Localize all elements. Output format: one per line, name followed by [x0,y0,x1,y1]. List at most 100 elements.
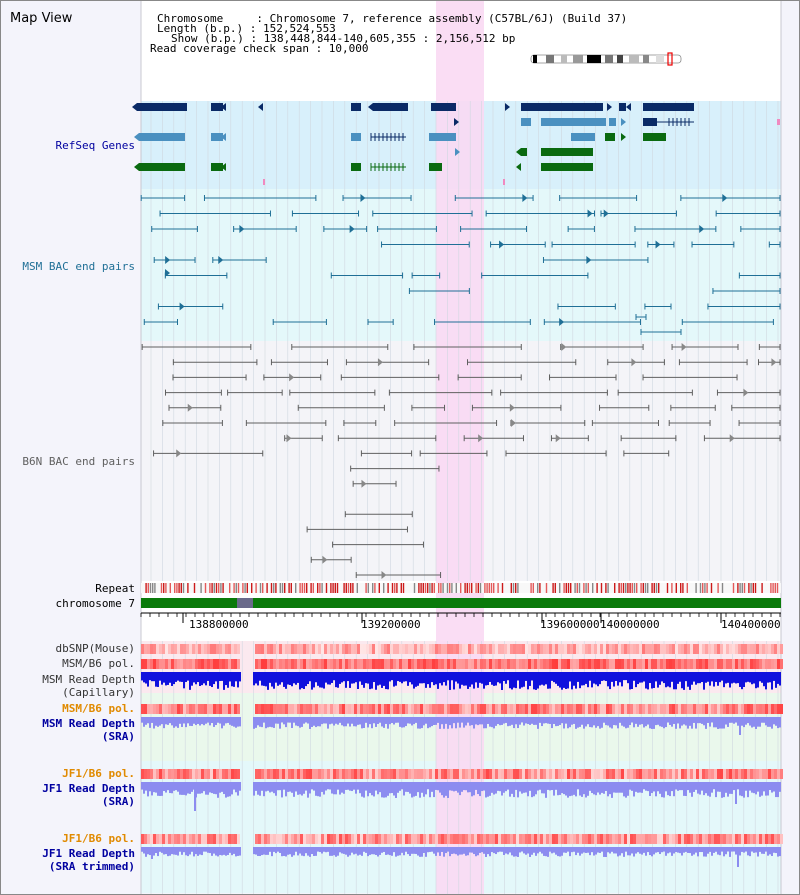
read-depth-bar [727,672,729,683]
read-depth-bar [545,672,547,685]
read-depth-bar [499,672,501,684]
gene-strand-arrow [221,163,226,171]
polymorphism-heat-cell [429,704,432,714]
read-depth-bar [191,672,193,686]
polymorphism-heat-cell [681,659,684,669]
read-depth-bar [361,717,363,729]
read-depth-bar [727,847,729,852]
repeat-mark [479,583,482,593]
chromosome-bar [141,598,781,608]
read-depth-bar [279,672,281,685]
polymorphism-heat-cell [399,834,402,844]
read-depth-bar [527,717,529,725]
polymorphism-heat-cell [564,769,567,779]
polymorphism-heat-cell [471,834,474,844]
polymorphism-heat-cell [663,769,666,779]
read-depth-bar [383,782,385,798]
read-depth-bar [749,672,751,683]
polymorphism-heat-cell [393,644,396,654]
repeat-mark [627,583,629,593]
read-depth-bar [711,847,713,856]
read-depth-bar [385,717,387,724]
read-depth-bar [549,717,551,724]
read-depth-bar [653,717,655,729]
read-depth-bar [443,672,445,683]
read-depth-bar [415,782,417,796]
read-depth-bar [559,847,561,857]
repeat-mark [374,583,376,593]
read-depth-bar [621,672,623,687]
read-depth-bar [647,847,649,853]
polymorphism-heat-cell [405,704,408,714]
polymorphism-heat-cell [597,704,600,714]
polymorphism-heat-cell [231,704,234,714]
read-depth-bar [423,782,425,797]
read-depth-bar [417,847,419,856]
read-depth-bar [169,672,171,683]
read-depth-bar [527,782,529,797]
read-depth-bar [585,782,587,798]
read-depth-bar [335,672,337,688]
read-depth-bar [277,782,279,791]
polymorphism-heat-cell [300,644,303,654]
bac-end-marker [179,302,185,311]
read-depth-bar [695,847,697,853]
read-depth-bar [489,672,491,682]
read-depth-bar [279,847,281,853]
polymorphism-heat-cell [573,769,576,779]
read-depth-bar [461,782,463,792]
polymorphism-heat-cell [726,769,729,779]
read-depth-bar [645,717,647,727]
polymorphism-heat-cell [561,659,564,669]
read-depth-bar [661,782,663,798]
read-depth-bar [613,847,615,854]
polymorphism-heat-cell [177,659,180,669]
read-depth-bar [517,847,519,857]
polymorphism-heat-cell [177,704,180,714]
read-depth-bar [313,717,315,726]
repeat-mark [383,583,385,593]
read-depth-bar [407,782,409,792]
polymorphism-heat-cell [555,834,558,844]
read-depth-bar [619,717,621,723]
read-depth-bar [417,717,419,729]
read-depth-bar [499,782,501,792]
read-depth-bar [287,847,289,855]
repeat-mark [666,583,669,593]
repeat-mark [517,583,519,593]
read-depth-bar [451,782,453,791]
polymorphism-heat-cell [333,644,336,654]
read-depth-bar [753,672,755,684]
read-depth-bar [555,782,557,790]
read-depth-bar [307,717,309,724]
gene-strand-arrow [626,103,631,111]
read-depth-bar [287,672,289,685]
read-depth-bar [229,782,231,797]
read-depth-bar [335,717,337,724]
polymorphism-heat-cell [681,644,684,654]
polymorphism-heat-cell [633,659,636,669]
read-depth-bar [323,847,325,852]
polymorphism-heat-cell [417,704,420,714]
polymorphism-heat-cell [675,834,678,844]
read-depth-bar [629,717,631,726]
read-depth-bar [363,717,365,729]
read-depth-bar [569,672,571,682]
read-depth-bar [313,672,315,688]
polymorphism-heat-cell [459,644,462,654]
polymorphism-heat-cell [498,659,501,669]
bac-end-marker [587,209,593,218]
polymorphism-heat-cell [207,659,210,669]
polymorphism-heat-cell [759,644,762,654]
read-depth-bar [217,782,219,798]
polymorphism-heat-cell [306,769,309,779]
polymorphism-heat-cell [771,644,774,654]
repeat-mark [510,583,512,593]
polymorphism-heat-cell [306,659,309,669]
read-depth-bar [507,847,509,855]
read-depth-bar [145,717,147,725]
repeat-mark [295,583,297,593]
read-depth-bar [297,847,299,856]
polymorphism-heat-cell [312,704,315,714]
